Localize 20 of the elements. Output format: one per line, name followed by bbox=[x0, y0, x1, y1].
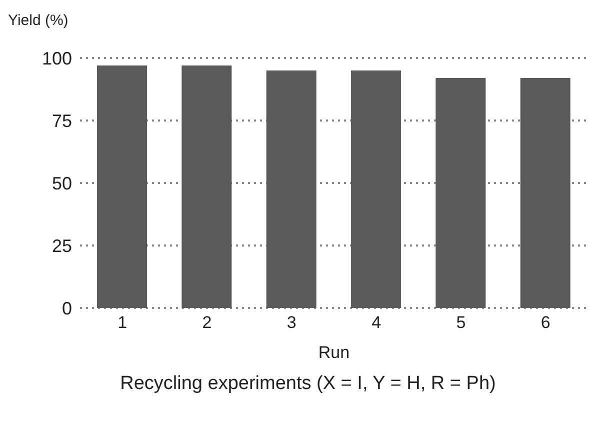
y-tick-label: 0 bbox=[62, 298, 72, 318]
bar bbox=[351, 70, 401, 308]
bar bbox=[266, 70, 316, 308]
bar bbox=[182, 66, 232, 308]
x-tick-label: 4 bbox=[372, 313, 382, 332]
bar bbox=[520, 78, 570, 308]
bar bbox=[97, 66, 147, 308]
x-tick-label: 1 bbox=[118, 313, 128, 332]
x-tick-label: 3 bbox=[286, 313, 296, 332]
x-axis-title: Run bbox=[318, 343, 350, 362]
bar bbox=[436, 78, 486, 308]
y-tick-label: 75 bbox=[52, 110, 72, 131]
x-tick-label: 6 bbox=[540, 313, 550, 332]
y-tick-label: 50 bbox=[52, 173, 72, 194]
text: Recycling experiments (X = I, Y = H, R = Ph) bbox=[119, 373, 497, 395]
y-axis-title: Yield (%) bbox=[8, 12, 68, 29]
y-tick-label: 100 bbox=[42, 48, 72, 68]
x-tick-label: 5 bbox=[456, 313, 466, 332]
y-tick-label: 25 bbox=[52, 236, 72, 256]
x-tick-label: 2 bbox=[202, 313, 212, 332]
